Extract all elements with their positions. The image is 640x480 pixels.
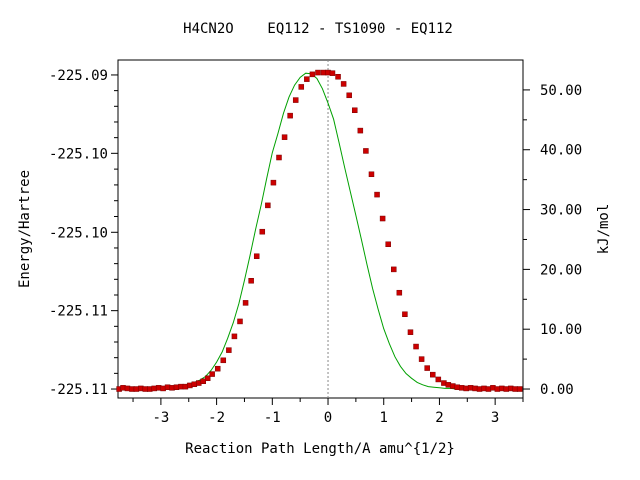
data-point xyxy=(357,127,364,134)
y-right-tick-label: 0.00 xyxy=(540,382,574,398)
y-right-tick-label: 40.00 xyxy=(540,143,582,159)
energy-curve-line xyxy=(119,72,521,390)
data-point xyxy=(253,253,260,259)
y-right-tick-label: 30.00 xyxy=(540,203,582,219)
data-point xyxy=(304,76,310,82)
y-axis-label-right: kJ/mol xyxy=(596,204,612,255)
data-point xyxy=(220,357,227,364)
y-right-tick-label: 50.00 xyxy=(540,83,582,99)
data-point xyxy=(396,289,403,296)
x-tick-label: -3 xyxy=(152,410,169,426)
data-point xyxy=(368,171,375,178)
plot-area: -3 -2 -1 0 1 2 3 -225.09 -225.10 -225.10 -225.11 -2… xyxy=(49,59,582,426)
y-left-tick-label: -225.10 xyxy=(49,146,108,162)
x-tick-label: 0 xyxy=(324,410,332,426)
y-right-tick-label: 10.00 xyxy=(540,322,582,338)
data-point xyxy=(329,70,336,76)
data-point xyxy=(298,84,305,90)
data-point xyxy=(309,71,316,78)
data-point xyxy=(346,92,352,99)
data-point xyxy=(270,179,277,186)
data-point xyxy=(276,154,282,161)
data-point xyxy=(209,371,215,377)
data-point xyxy=(435,376,442,383)
data-point xyxy=(363,148,369,154)
data-point xyxy=(200,378,206,384)
x-tick-label: 3 xyxy=(491,410,499,426)
y-left-tick-label: -225.11 xyxy=(49,304,108,320)
data-point xyxy=(242,300,249,306)
data-point xyxy=(281,134,288,140)
y-right-tick-label: 20.00 xyxy=(540,262,582,278)
data-point xyxy=(407,329,414,335)
data-point xyxy=(352,107,358,114)
data-point xyxy=(214,365,221,372)
x-axis-label: Reaction Path Length/A amu^{1/2} xyxy=(185,441,455,457)
y-left-tick-label: -225.09 xyxy=(49,68,108,84)
data-point xyxy=(424,365,430,371)
x-tick-label: -2 xyxy=(208,410,225,426)
data-point xyxy=(292,97,299,103)
x-tick-label: -1 xyxy=(264,410,281,426)
data-point xyxy=(402,311,408,317)
data-point xyxy=(391,266,397,273)
y-left-tick-label: -225.10 xyxy=(49,225,108,241)
data-point xyxy=(287,112,293,119)
data-point xyxy=(259,228,266,235)
data-point xyxy=(516,386,523,392)
plot-frame xyxy=(117,59,524,399)
data-point xyxy=(374,191,380,198)
x-tick-label: 2 xyxy=(435,410,443,426)
data-point xyxy=(237,318,243,325)
data-point xyxy=(248,277,254,284)
data-point xyxy=(385,241,391,248)
data-point xyxy=(430,371,436,378)
chart-title: H4CN2O EQ112 - TS1090 - EQ112 xyxy=(183,21,453,37)
x-tick-label: 1 xyxy=(380,410,388,426)
data-point xyxy=(315,69,321,76)
data-point xyxy=(340,81,347,87)
data-point xyxy=(204,375,211,382)
data-point xyxy=(226,347,232,353)
data-point xyxy=(413,343,419,350)
data-point xyxy=(335,74,341,80)
data-point xyxy=(231,333,238,340)
data-point xyxy=(379,215,386,222)
data-point xyxy=(418,356,425,362)
data-point xyxy=(265,202,271,209)
y-left-tick-label: -225.11 xyxy=(49,382,108,398)
y-axis-label-left: Energy/Hartree xyxy=(17,170,33,288)
